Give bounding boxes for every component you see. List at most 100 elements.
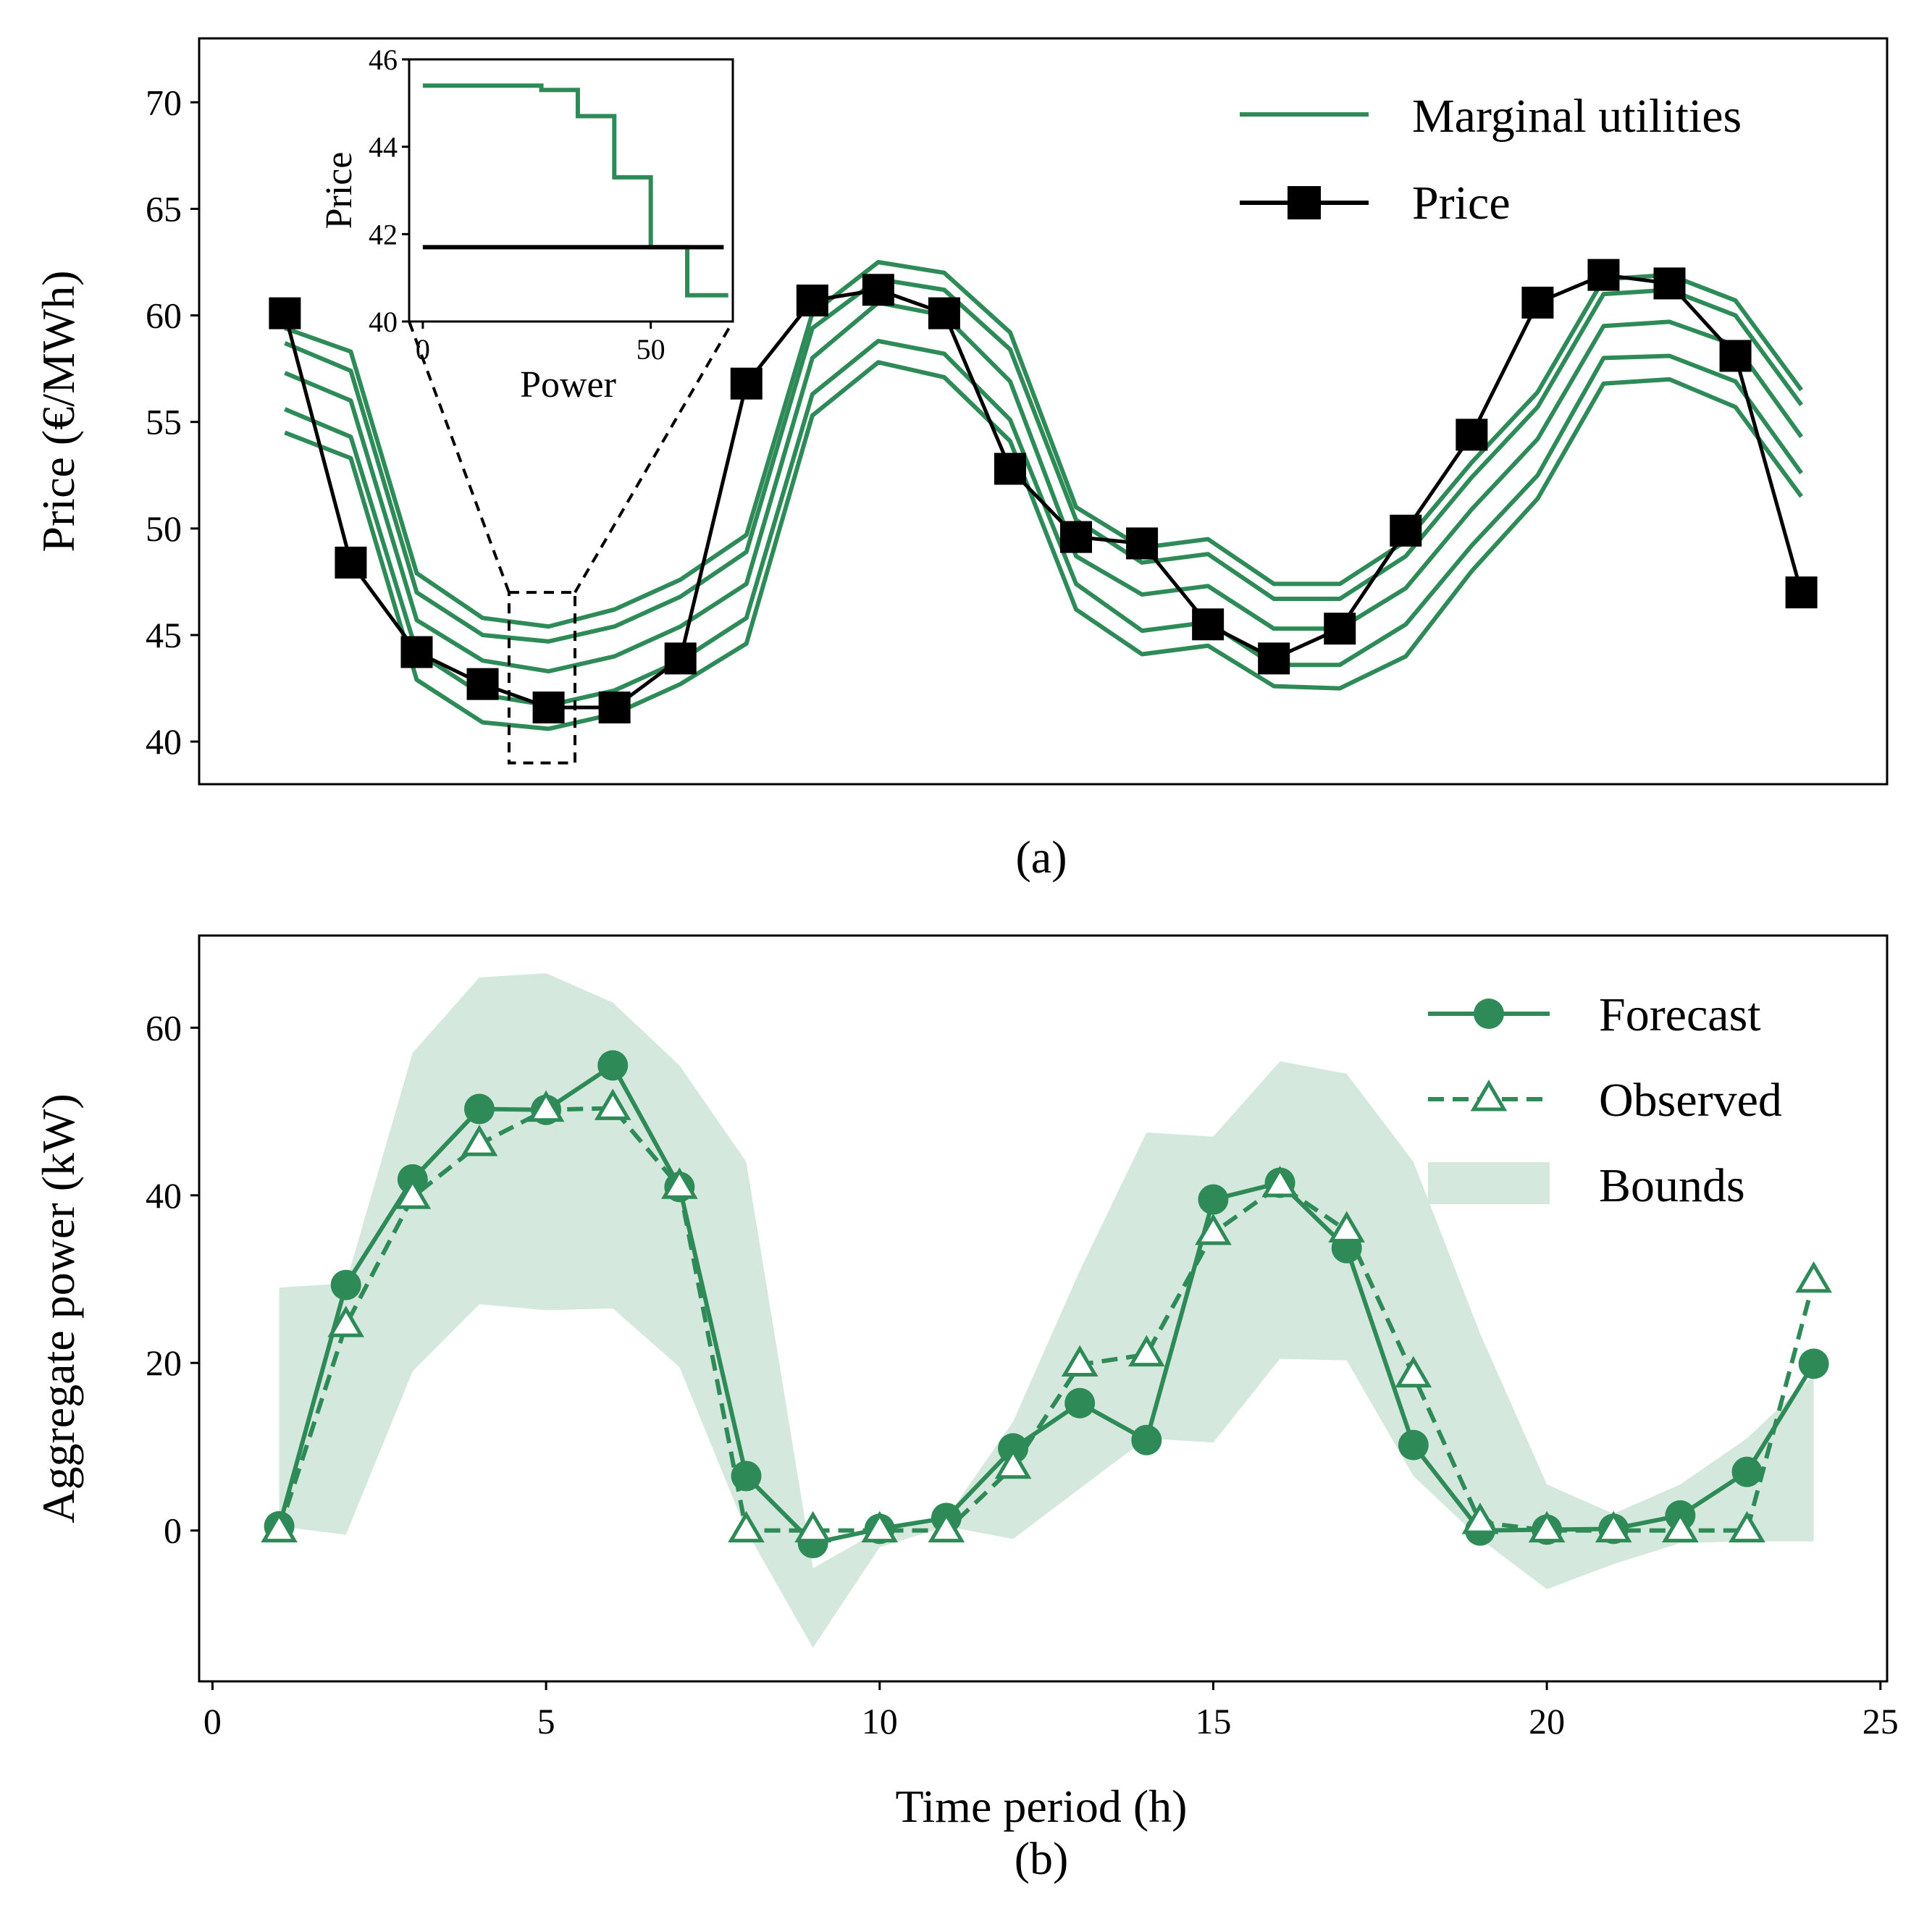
price-line: [282, 273, 1804, 710]
inset-y-axis-label: Price: [319, 152, 360, 230]
observed-marker: [327, 1306, 365, 1337]
zoom-connector-right: [574, 320, 734, 594]
observed-marker: [1261, 1165, 1298, 1198]
forecast-marker: [1064, 1387, 1096, 1419]
price-marker: [730, 367, 763, 400]
inset-utility-step: [422, 83, 728, 298]
price-marker: [532, 692, 565, 724]
price-marker: [1456, 419, 1488, 451]
legend-observed-marker: [1470, 1080, 1508, 1111]
price-y-axis-label: Price (€/MWh): [33, 270, 84, 552]
legend-bounds-label: Bounds: [1599, 1159, 1745, 1212]
price-marker: [994, 453, 1026, 485]
observed-marker: [1061, 1345, 1099, 1377]
observed-marker: [861, 1510, 899, 1543]
inset-x-axis-label: Power: [520, 364, 616, 405]
inset-y-tick-label: 42: [369, 218, 398, 251]
price-marker: [1521, 286, 1554, 319]
price-marker: [335, 546, 367, 579]
power-y-axis-label: Aggregate power (kW): [33, 1093, 84, 1524]
time-x-tick-label: 15: [1195, 1701, 1231, 1741]
observed-marker: [1662, 1510, 1699, 1543]
legend-forecast-marker: [1474, 999, 1504, 1029]
time-x-axis-label: Time period (h): [896, 1781, 1188, 1832]
price-y-tick-label: 40: [146, 721, 182, 762]
price-marker: [796, 284, 828, 316]
price-marker: [1258, 642, 1290, 675]
inset-chart: 40 42 44 46 0 50 Power Price: [319, 43, 734, 594]
price-marker: [1390, 514, 1422, 547]
time-x-ticks: 0 5 10 15 20 25: [203, 1681, 1899, 1741]
inset-y-tick-label: 46: [369, 43, 398, 76]
legend-price-label: Price: [1412, 177, 1511, 230]
price-plot-area: [269, 259, 1818, 765]
forecast-marker: [1131, 1424, 1162, 1455]
marginal-utility-line-3: [284, 300, 1804, 674]
forecast-marker: [1198, 1184, 1229, 1215]
observed-marker: [1195, 1213, 1232, 1245]
price-marker: [1785, 576, 1818, 609]
price-y-tick-label: 55: [146, 402, 182, 442]
legend-observed-label: Observed: [1599, 1074, 1782, 1127]
price-marker: [1719, 340, 1752, 372]
observed-marker: [1595, 1510, 1632, 1543]
legend-price-marker: [1288, 186, 1321, 219]
time-x-tick-label: 10: [862, 1701, 898, 1741]
power-y-ticks: 0 20 40 60: [146, 1007, 199, 1551]
inset-y-tick-label: 44: [369, 131, 398, 164]
price-marker: [466, 668, 499, 700]
price-marker: [862, 274, 894, 306]
price-y-tick-label: 65: [146, 188, 182, 229]
legend-bounds-swatch: [1428, 1162, 1550, 1204]
price-marker: [1060, 521, 1093, 553]
zoom-connector-left: [408, 321, 511, 593]
observed-marker: [1328, 1211, 1366, 1243]
bounds-area: [279, 973, 1814, 1648]
power-legend: Forecast Observed Bounds: [1428, 988, 1782, 1212]
inset-x-tick-label: 50: [637, 333, 665, 366]
time-x-tick-label: 20: [1529, 1701, 1565, 1741]
time-x-tick-label: 5: [537, 1701, 555, 1741]
observed-marker: [1395, 1356, 1432, 1388]
price-marker: [1324, 613, 1356, 645]
price-y-tick-label: 60: [146, 295, 182, 336]
forecast-marker: [330, 1269, 361, 1300]
observed-marker: [461, 1125, 498, 1156]
observed-marker: [1795, 1261, 1833, 1293]
forecast-marker: [597, 1050, 629, 1081]
price-marker: [1126, 527, 1159, 560]
marginal-utility-line-1: [284, 260, 1804, 629]
price-y-tick-label: 50: [146, 508, 182, 549]
inset-y-tick-label: 40: [369, 306, 398, 338]
observed-marker: [928, 1510, 965, 1543]
price-y-ticks: 40 45 50 55 60 65 70: [146, 82, 199, 762]
observed-marker: [527, 1090, 565, 1122]
panel-b-caption: (b): [1015, 1833, 1069, 1884]
price-marker: [1192, 608, 1225, 641]
forecast-marker: [1731, 1456, 1763, 1487]
observed-marker: [394, 1177, 432, 1209]
inset-frame: [408, 58, 734, 323]
forecast-marker: [731, 1461, 762, 1492]
price-y-tick-label: 45: [146, 615, 182, 655]
observed-marker: [661, 1167, 698, 1199]
price-marker: [400, 636, 433, 668]
observed-marker: [594, 1088, 631, 1120]
power-y-tick-label: 40: [146, 1175, 182, 1216]
forecast-marker: [1398, 1429, 1429, 1461]
observed-marker: [994, 1447, 1032, 1479]
price-marker: [269, 297, 301, 329]
price-legend: Marginal utilities Price: [1240, 90, 1742, 230]
observed-marker: [1461, 1503, 1499, 1534]
power-y-tick-label: 20: [146, 1342, 182, 1383]
legend-forecast-label: Forecast: [1599, 988, 1761, 1041]
price-marker: [1653, 267, 1686, 300]
observed-marker: [1528, 1510, 1566, 1543]
observed-marker: [794, 1510, 831, 1543]
price-plot-frame: [198, 37, 1889, 786]
observed-marker: [1127, 1335, 1165, 1367]
price-marker: [1587, 259, 1620, 291]
time-x-tick-label: 25: [1862, 1701, 1899, 1741]
